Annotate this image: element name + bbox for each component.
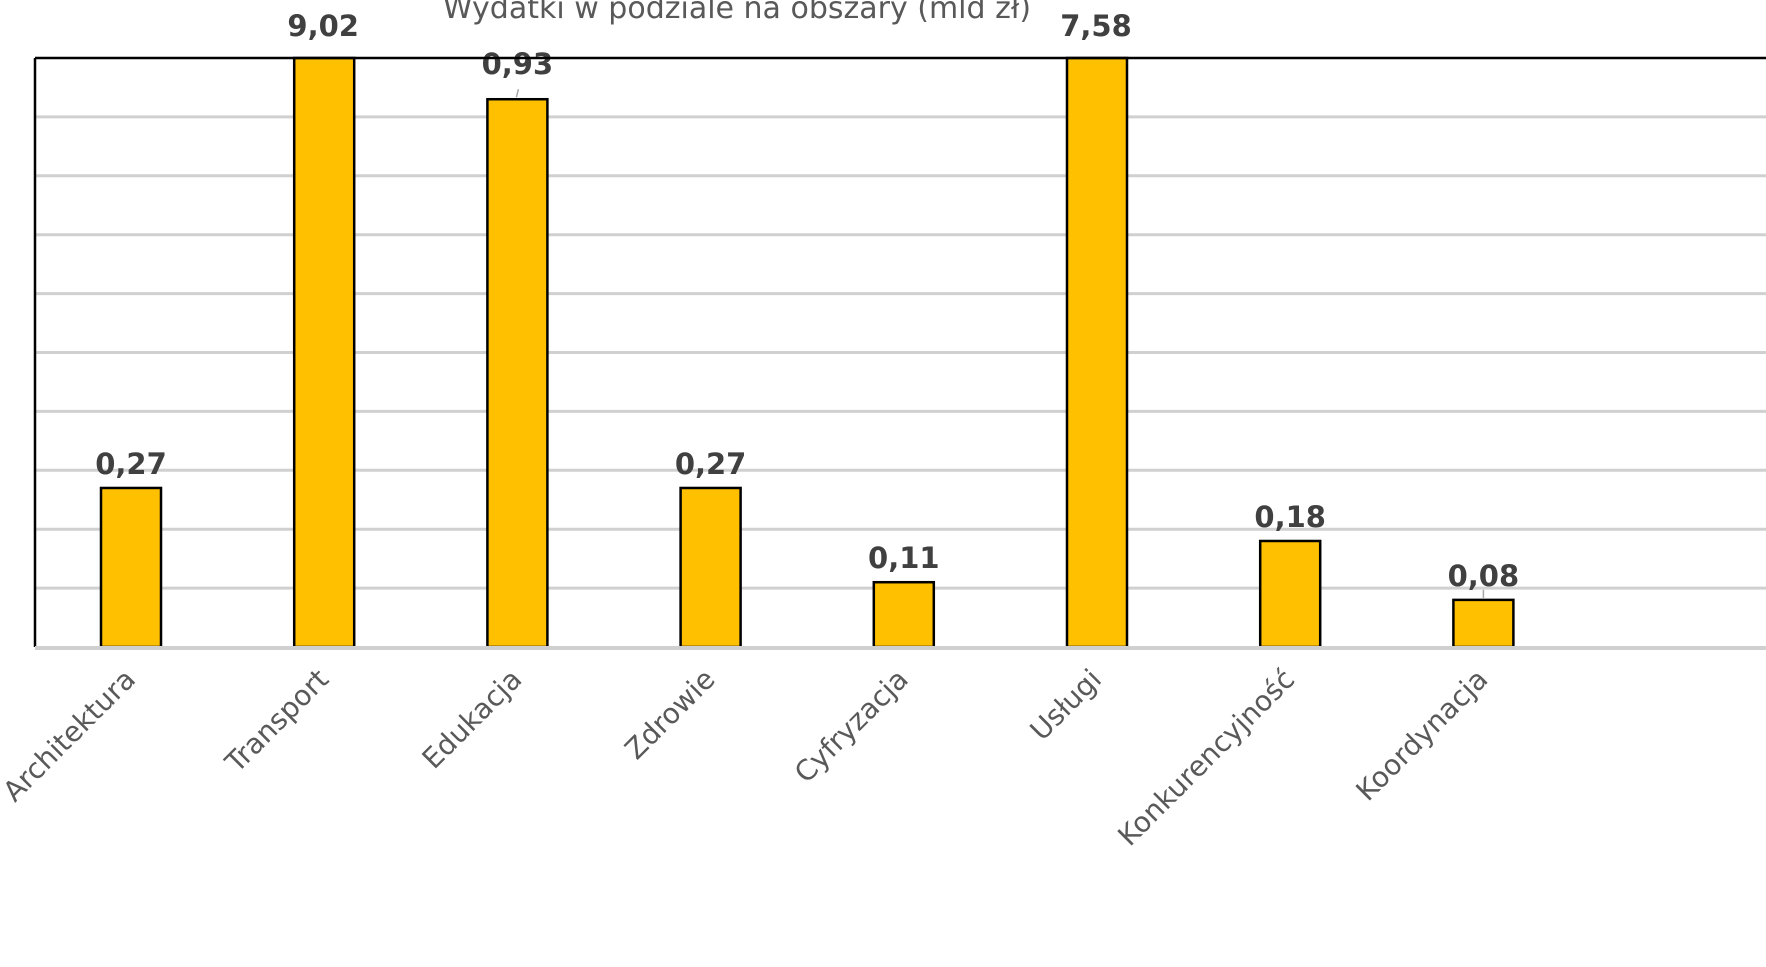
bars	[99, 56, 1515, 649]
label-leader-line	[515, 89, 520, 98]
category-label: Transport	[218, 663, 335, 780]
data-label: 0,11	[868, 541, 940, 575]
bar-usługi	[1065, 56, 1129, 649]
category-label: Cyfryzacja	[788, 663, 915, 790]
data-label: 0,27	[675, 447, 747, 481]
bar-edukacja	[486, 97, 549, 649]
category-label: Konkurencyjność	[1111, 663, 1301, 853]
bar-architektura	[99, 486, 163, 649]
category-label: Zdrowie	[618, 663, 721, 766]
category-label: Usługi	[1024, 663, 1108, 747]
data-labels: 0,27 9,02 0,93 0,27 0,11 7,58 0,18 0,08	[95, 9, 1519, 598]
axes	[33, 56, 1766, 650]
data-label: 0,18	[1254, 500, 1326, 534]
bar-transport	[292, 56, 356, 649]
bar-zdrowie	[679, 486, 742, 649]
data-label: 7,58	[1060, 9, 1132, 43]
data-label: 9,02	[287, 9, 359, 43]
bar-koordynacja	[1452, 598, 1515, 649]
bar-konkurencyjność	[1258, 539, 1322, 649]
category-label: Edukacja	[416, 663, 529, 776]
data-label: 0,27	[95, 447, 167, 481]
data-label: 0,08	[1448, 559, 1520, 593]
chart-title: Wydatki w podziale na obszary (mld zł)	[443, 0, 1031, 26]
data-label: 0,93	[482, 47, 554, 81]
category-label: Koordynacja	[1350, 663, 1495, 808]
category-labels: Architektura Transport Edukacja Zdrowie Cyfr…	[0, 663, 1494, 853]
bar-cyfryzacja	[872, 580, 936, 649]
category-label: Architektura	[0, 663, 142, 809]
